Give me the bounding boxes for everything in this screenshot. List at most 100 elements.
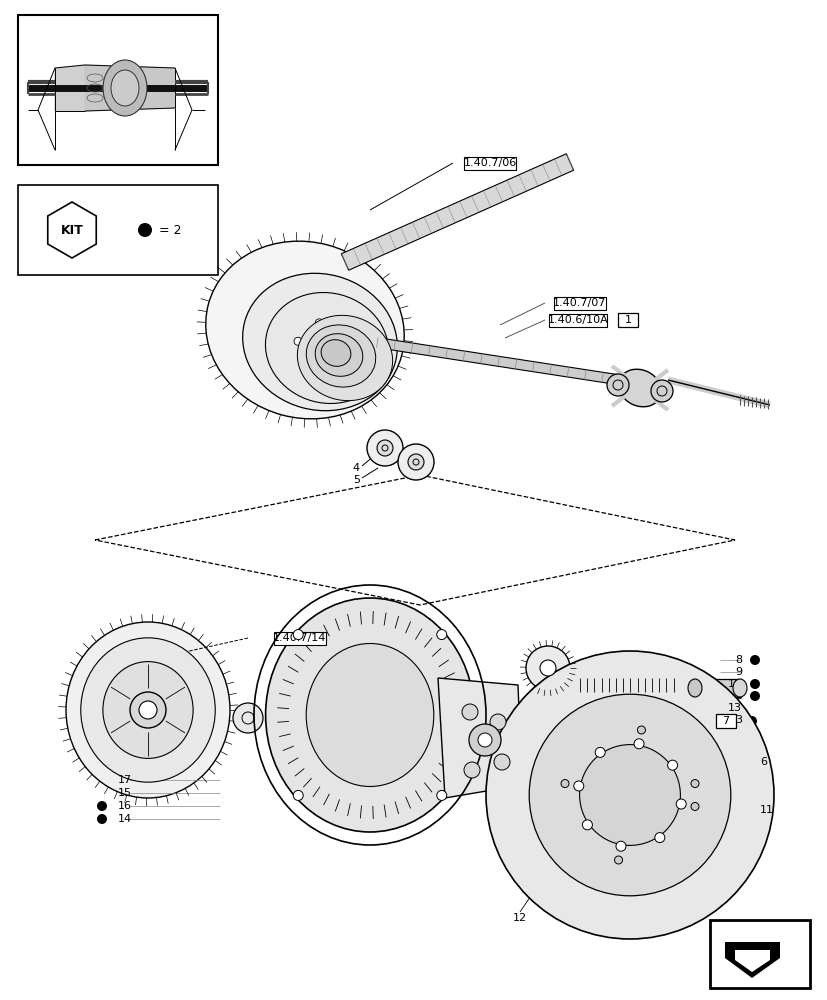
Bar [18, 15, 218, 165]
Ellipse shape [528, 694, 730, 896]
Circle shape [691, 802, 698, 810]
Ellipse shape [485, 651, 773, 939]
Ellipse shape [525, 646, 569, 690]
Circle shape [749, 679, 759, 689]
Polygon shape [48, 202, 96, 258]
Text: 10: 10 [727, 679, 741, 689]
Bar [574, 678, 679, 692]
Text: 1.40.7/06: 1.40.7/06 [463, 158, 516, 168]
Circle shape [366, 430, 403, 466]
Circle shape [408, 454, 423, 470]
Ellipse shape [321, 340, 351, 366]
Text: 1: 1 [624, 315, 631, 325]
Text: 14: 14 [118, 814, 132, 824]
Circle shape [437, 630, 447, 640]
Circle shape [676, 799, 686, 809]
Polygon shape [85, 65, 174, 111]
Circle shape [691, 780, 698, 788]
Text: 8: 8 [734, 655, 741, 665]
Text: 11: 11 [759, 805, 773, 815]
Bar [617, 313, 638, 327]
Circle shape [746, 716, 756, 726]
Bar [18, 185, 218, 275]
Ellipse shape [297, 315, 392, 401]
Bar [548, 314, 606, 326]
Circle shape [749, 691, 759, 701]
Circle shape [614, 856, 622, 864]
Ellipse shape [618, 369, 661, 407]
Ellipse shape [139, 701, 157, 719]
Text: 13: 13 [727, 703, 741, 713]
Circle shape [301, 362, 309, 370]
Ellipse shape [130, 692, 165, 728]
Text: 17: 17 [118, 775, 132, 785]
Text: 5: 5 [352, 475, 360, 485]
Text: 8: 8 [734, 691, 741, 701]
Text: 16: 16 [118, 801, 131, 811]
Circle shape [667, 760, 676, 770]
Ellipse shape [103, 662, 193, 758]
Circle shape [573, 781, 583, 791]
Text: 7: 7 [722, 716, 729, 726]
Circle shape [539, 660, 555, 676]
Circle shape [490, 714, 505, 730]
Circle shape [293, 790, 303, 800]
Text: 4: 4 [352, 463, 360, 473]
Text: 1.40.6/10A: 1.40.6/10A [547, 315, 608, 325]
Circle shape [749, 655, 759, 665]
Text: 12: 12 [512, 913, 527, 923]
Bar [715, 714, 735, 728]
Circle shape [376, 440, 393, 456]
Ellipse shape [103, 60, 147, 116]
Ellipse shape [687, 679, 701, 697]
Circle shape [344, 326, 351, 334]
Ellipse shape [579, 745, 680, 845]
Ellipse shape [265, 598, 474, 832]
Bar [463, 157, 516, 170]
Circle shape [315, 319, 323, 327]
Polygon shape [734, 950, 769, 972]
Text: 6: 6 [759, 757, 766, 767]
Circle shape [97, 801, 107, 811]
Circle shape [581, 820, 591, 830]
Bar [694, 679, 739, 697]
Ellipse shape [306, 325, 375, 387]
Ellipse shape [732, 679, 746, 697]
Circle shape [606, 374, 629, 396]
Text: 3: 3 [734, 715, 741, 725]
Polygon shape [55, 65, 85, 111]
Circle shape [293, 630, 303, 640]
Bar [553, 296, 605, 310]
Bar [273, 632, 326, 645]
Circle shape [463, 744, 471, 752]
Circle shape [437, 790, 447, 800]
Circle shape [351, 351, 360, 359]
Polygon shape [437, 678, 521, 798]
Circle shape [398, 444, 433, 480]
Circle shape [595, 747, 605, 757]
Text: 15: 15 [118, 788, 131, 798]
Circle shape [654, 833, 664, 843]
Polygon shape [341, 154, 573, 270]
Circle shape [138, 223, 152, 237]
Polygon shape [724, 942, 779, 978]
Circle shape [97, 814, 107, 824]
Text: 9: 9 [734, 667, 741, 677]
Circle shape [477, 733, 491, 747]
Ellipse shape [81, 638, 215, 782]
Circle shape [650, 380, 672, 402]
Circle shape [637, 726, 645, 734]
Polygon shape [359, 335, 620, 385]
Text: KIT: KIT [60, 224, 84, 236]
Circle shape [463, 762, 480, 778]
Circle shape [615, 841, 625, 851]
Ellipse shape [315, 334, 362, 376]
Text: 1.40.7/14: 1.40.7/14 [273, 633, 327, 643]
Ellipse shape [206, 241, 404, 419]
Ellipse shape [111, 70, 139, 106]
Ellipse shape [66, 622, 230, 798]
Circle shape [330, 369, 338, 377]
Text: = 2: = 2 [159, 224, 181, 236]
Circle shape [461, 704, 477, 720]
Ellipse shape [242, 273, 397, 411]
